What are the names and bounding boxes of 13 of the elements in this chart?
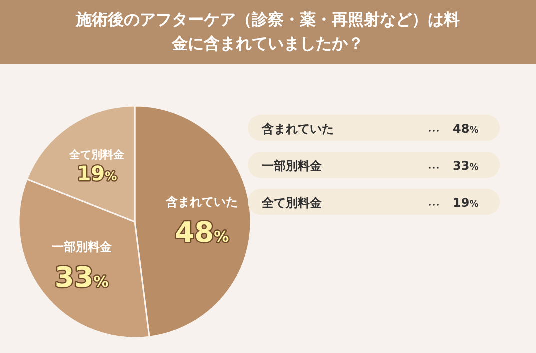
text: 48% (453, 122, 479, 136)
slice-label: 一部別料金 (52, 240, 113, 254)
category-label: 一部別料金 (262, 159, 322, 173)
text: 19% (453, 196, 479, 210)
chart-title: 施術後のアフターケア（診察・薬・再照射など）は料金に含まれていましたか？ (0, 0, 536, 64)
text: 33% (453, 159, 479, 173)
slice-label: 全て別料金 (68, 148, 126, 162)
data-label: 33% (54, 261, 109, 294)
category-label: 全て別料金 (262, 196, 322, 210)
slice-label: 含まれていた (261, 122, 334, 136)
slice-label: 含まれていた (165, 194, 238, 209)
data-label: 19% (77, 161, 118, 186)
data-label: 48% (175, 216, 230, 249)
